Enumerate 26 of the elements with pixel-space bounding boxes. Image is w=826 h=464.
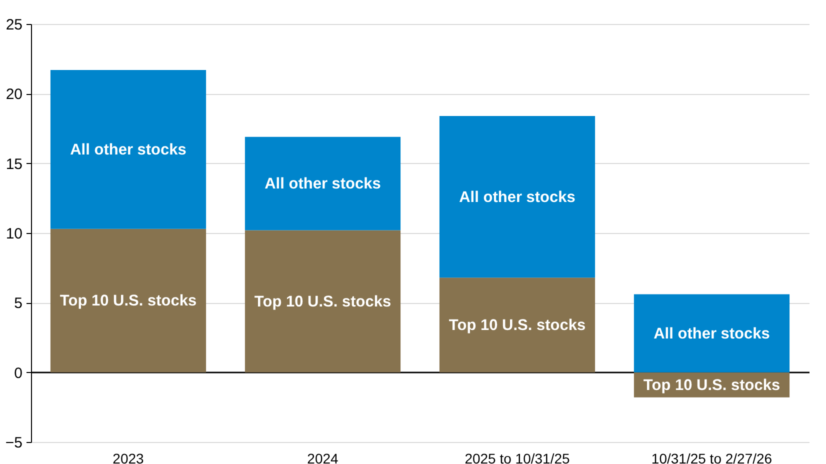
bar xyxy=(634,294,790,372)
bar xyxy=(50,228,206,372)
text: Top 10 U.S. stocks xyxy=(254,293,392,310)
series-label: All other stocks xyxy=(459,188,576,206)
text: All other stocks xyxy=(654,325,770,342)
series-label: Top 10 U.S. stocks xyxy=(643,376,780,394)
y-tick-label: 0 xyxy=(14,364,22,382)
x-tick-label: 2023 xyxy=(112,450,144,464)
y-tick-label: 5 xyxy=(14,295,22,312)
text: Top 10 U.S. stocks xyxy=(448,316,586,334)
y-tick-label: 10 xyxy=(6,226,22,242)
y-tick-label: −5 xyxy=(5,434,22,452)
x-tick-label: 2025 to 10/31/25 xyxy=(464,450,570,464)
y-tick-label: 15 xyxy=(6,156,22,173)
y-tick-label: 20 xyxy=(6,86,22,104)
bar xyxy=(50,70,206,229)
bar xyxy=(439,116,596,278)
bar xyxy=(439,278,596,372)
x-tick-label: 2024 xyxy=(307,450,339,464)
y-tick-label: 25 xyxy=(6,16,22,34)
x-tick-label: 10/31/25 to 2/27/26 xyxy=(651,450,772,464)
text: All other stocks xyxy=(264,176,381,193)
text: All other stocks xyxy=(70,141,186,158)
bar xyxy=(244,230,401,372)
bar xyxy=(244,136,401,230)
text: Top 10 U.S. stocks xyxy=(60,292,197,310)
